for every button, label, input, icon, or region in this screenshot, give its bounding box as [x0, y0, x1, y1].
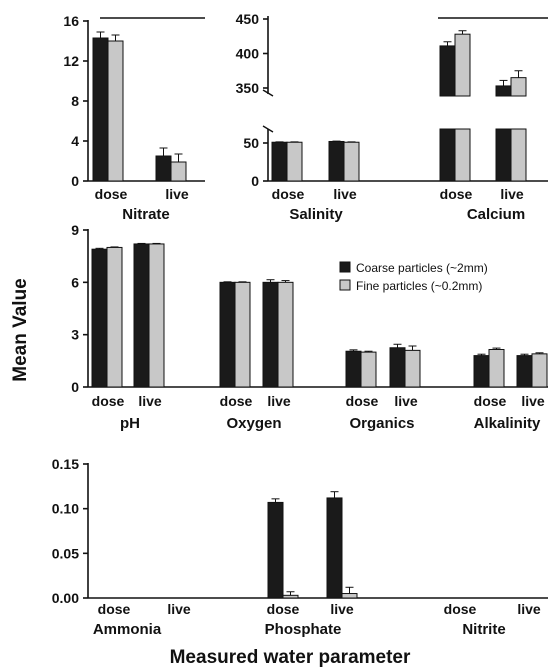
bar-coarse — [92, 37, 109, 182]
bar-fine — [282, 594, 299, 599]
bar-coarse-lower — [439, 128, 456, 182]
bar-fine — [148, 243, 165, 388]
bar-coarse — [133, 243, 150, 388]
bottom-y-tick-label: 0.15 — [52, 456, 79, 472]
x-tick-label: dose — [440, 186, 473, 202]
bar-fine — [488, 348, 505, 388]
parameter-label: Nitrate — [122, 206, 170, 223]
x-tick-label: live — [394, 393, 418, 409]
bar-fine — [106, 246, 123, 388]
bottom-y-tick-label: 0.10 — [52, 501, 79, 517]
bar-coarse-lower — [495, 128, 512, 182]
legend-label-coarse: Coarse particles (~2mm) — [356, 261, 488, 275]
x-tick-label: live — [167, 601, 191, 617]
bottom-y-tick-label: 0.05 — [52, 545, 79, 561]
bar-fine — [277, 281, 294, 388]
parameter-label: Phosphate — [265, 621, 342, 638]
legend-label-fine: Fine particles (~0.2mm) — [356, 279, 482, 293]
x-tick-label: dose — [474, 393, 507, 409]
bar-fine — [510, 77, 527, 97]
x-tick-label: live — [165, 186, 189, 202]
middle-y-tick-label: 9 — [71, 222, 79, 238]
nitrate-y-tick-label: 0 — [71, 173, 79, 189]
nitrate-y-tick-label: 16 — [63, 13, 79, 29]
x-tick-label: dose — [267, 601, 300, 617]
bar-coarse — [155, 155, 172, 182]
bar-coarse — [91, 248, 108, 388]
legend-swatch-fine — [339, 279, 351, 291]
x-tick-label: dose — [92, 393, 125, 409]
bottom-y-tick-label: 0.00 — [52, 590, 79, 606]
middle-y-tick-label: 0 — [71, 379, 79, 395]
bar-coarse — [328, 140, 345, 182]
bar-fine — [343, 141, 360, 182]
x-tick-label: live — [500, 186, 524, 202]
bar-fine — [286, 141, 303, 182]
parameter-label: Nitrite — [462, 621, 505, 638]
nitrate-y-tick-label: 12 — [63, 53, 79, 69]
calcium-y-tick-label: 400 — [236, 46, 260, 62]
x-tick-label: live — [333, 186, 357, 202]
salinity-y-tick-label: 50 — [243, 135, 259, 151]
bar-coarse — [262, 281, 279, 388]
bar-fine — [531, 353, 548, 388]
x-tick-label: live — [517, 601, 541, 617]
calcium-y-tick-label: 450 — [236, 11, 260, 27]
parameter-label: Calcium — [467, 206, 525, 223]
middle-y-tick-label: 6 — [71, 274, 79, 290]
calcium-y-tick-label: 350 — [236, 80, 260, 96]
nitrate-y-tick-label: 4 — [71, 133, 79, 149]
bar-coarse — [219, 281, 236, 388]
parameter-label: Alkalinity — [474, 415, 541, 432]
bar-coarse — [473, 355, 490, 388]
bar-fine — [234, 281, 251, 388]
parameter-label: pH — [120, 415, 140, 432]
parameter-label: Organics — [349, 415, 414, 432]
middle-y-tick-label: 3 — [71, 327, 79, 343]
x-tick-label: dose — [346, 393, 379, 409]
bar-fine — [404, 349, 421, 388]
salinity-y-tick-label: 0 — [251, 173, 259, 189]
bar-fine — [170, 161, 187, 182]
x-tick-label: live — [267, 393, 291, 409]
bar-coarse — [439, 45, 456, 97]
parameter-label: Oxygen — [226, 415, 281, 432]
bar-fine — [454, 33, 471, 97]
x-tick-label: dose — [220, 393, 253, 409]
nitrate-y-tick-label: 8 — [71, 93, 79, 109]
bar-fine-lower — [510, 128, 527, 182]
bar-coarse — [267, 501, 284, 599]
x-tick-label: live — [138, 393, 162, 409]
y-axis-title: Mean Value — [10, 278, 31, 382]
bar-coarse — [326, 497, 343, 599]
axis-break-mark — [262, 89, 274, 133]
legend-swatch-coarse — [339, 261, 351, 273]
bar-fine-lower — [454, 128, 471, 182]
x-tick-label: live — [521, 393, 545, 409]
x-tick-label: dose — [444, 601, 477, 617]
x-axis-title: Measured water parameter — [170, 647, 411, 668]
bar-coarse — [516, 355, 533, 388]
parameter-label: Salinity — [289, 206, 343, 223]
x-tick-label: dose — [95, 186, 128, 202]
parameter-label: Ammonia — [93, 621, 162, 638]
bar-coarse — [495, 85, 512, 97]
bar-coarse — [271, 141, 288, 182]
bar-fine — [360, 351, 377, 388]
bar-fine — [107, 40, 124, 182]
x-tick-label: live — [330, 601, 354, 617]
x-tick-label: dose — [272, 186, 305, 202]
bar-fine — [341, 593, 358, 599]
bar-coarse — [389, 347, 406, 388]
bar-coarse — [345, 350, 362, 388]
x-tick-label: dose — [98, 601, 131, 617]
